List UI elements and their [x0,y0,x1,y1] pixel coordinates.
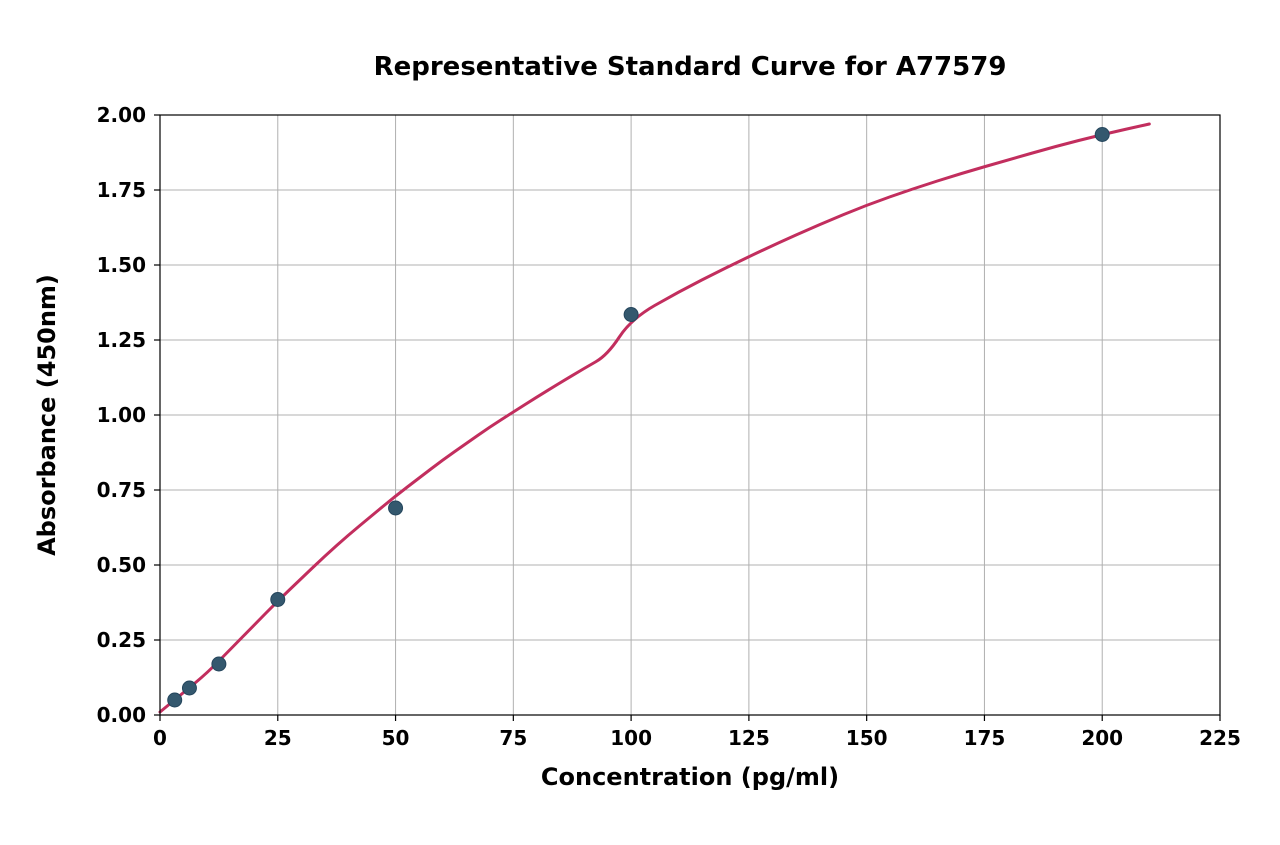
x-tick-label: 0 [153,726,167,750]
y-tick-label: 0.00 [97,703,146,727]
y-tick-label: 1.00 [97,403,146,427]
y-axis-label: Absorbance (450nm) [33,274,61,556]
x-tick-label: 225 [1199,726,1241,750]
data-point [271,593,285,607]
y-tick-label: 1.25 [97,328,146,352]
chart-container: 0 25 50 75 100 125 150 175 200 225 0.00 0.25 0.50 0.7… [0,0,1280,845]
standard-curve-chart: 0 25 50 75 100 125 150 175 200 225 0.00 0.25 0.50 0.7… [0,0,1280,845]
y-tick-label: 2.00 [97,103,146,127]
x-tick-label: 125 [728,726,770,750]
y-tick-label: 1.75 [97,178,146,202]
x-tick-label: 25 [264,726,292,750]
chart-title: Representative Standard Curve for A77579 [374,52,1007,82]
data-point [389,501,403,515]
x-tick-label: 100 [610,726,652,750]
y-tick-label: 0.50 [97,553,146,577]
data-point [1095,128,1109,142]
x-tick-label: 200 [1081,726,1123,750]
data-point [212,657,226,671]
x-tick-label: 75 [499,726,527,750]
y-tick-label: 1.50 [97,253,146,277]
x-tick-label: 150 [846,726,888,750]
data-point [624,308,638,322]
y-tick-label: 0.75 [97,478,146,502]
x-tick-label: 175 [964,726,1006,750]
y-tick-label: 0.25 [97,628,146,652]
x-axis-label: Concentration (pg/ml) [541,763,839,791]
data-point [182,681,196,695]
x-tick-label: 50 [382,726,410,750]
data-point [168,693,182,707]
